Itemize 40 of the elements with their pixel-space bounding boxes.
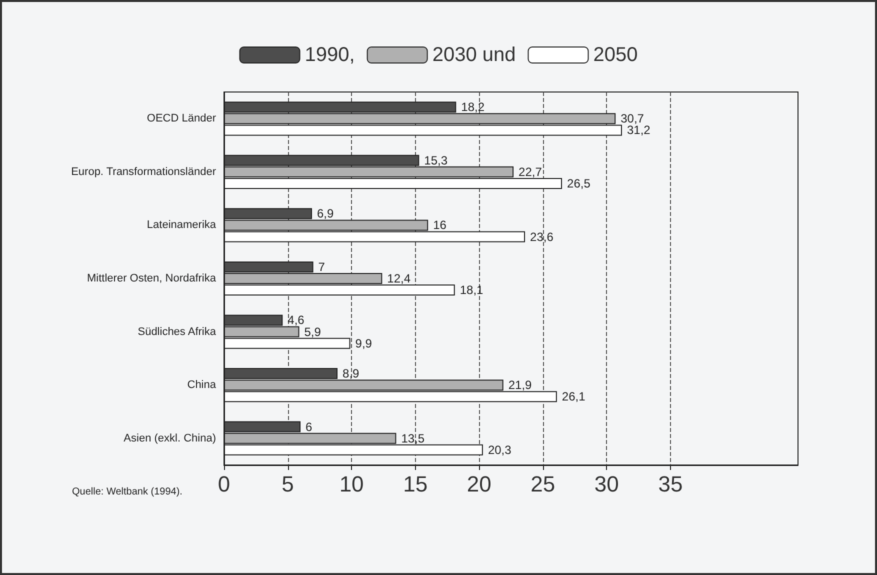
data-label: 31,2 (626, 123, 651, 138)
x-tick-label: 15 (403, 472, 428, 496)
x-tick-label: 10 (339, 472, 364, 496)
source-note: Quelle: Weltbank (1994). (72, 486, 182, 498)
x-tick-label: 20 (466, 472, 492, 496)
data-label: 18,1 (460, 283, 484, 298)
data-label: 21,9 (508, 378, 532, 392)
legend-label: 1990, (304, 44, 355, 66)
x-tick-label: 5 (282, 472, 294, 496)
data-label: 22,7 (518, 164, 542, 179)
data-label: 30,7 (620, 112, 644, 126)
data-label: 6,9 (317, 206, 334, 221)
data-label: 20,3 (488, 442, 512, 457)
data-label: 13,5 (401, 431, 425, 446)
data-label: 12,4 (387, 272, 411, 286)
data-label: 18,2 (461, 100, 485, 114)
data-label: 6 (306, 420, 313, 434)
data-label: 26,5 (567, 176, 591, 190)
y-tick-label: Asien (exkl. China) (124, 432, 216, 444)
legend-label: 2030 und (432, 44, 516, 66)
x-tick-label: 25 (530, 472, 556, 496)
y-tick-label: China (187, 379, 217, 392)
data-label: 5,9 (304, 324, 322, 339)
x-tick-label: 35 (658, 472, 683, 496)
x-tick-label: 0 (218, 472, 230, 496)
y-tick-label: Mittlerer Osten, Nordafrika (87, 272, 217, 284)
y-tick-label: Südliches Afrika (138, 326, 217, 338)
data-label: 26,1 (562, 390, 586, 404)
data-label: 9,9 (355, 336, 372, 350)
data-label: 15,3 (424, 153, 448, 168)
x-tick-label: 30 (594, 472, 619, 496)
y-tick-label: Lateinamerika (146, 219, 217, 232)
legend-label: 2050 (593, 44, 638, 66)
y-tick-label: OECD Länder (146, 112, 216, 125)
y-tick-label: Europ. Transformationsländer (71, 166, 216, 178)
data-label: 8,9 (342, 366, 360, 381)
data-label: 7 (318, 260, 326, 274)
data-label: 4,6 (288, 313, 305, 328)
data-label: 23,6 (530, 230, 554, 244)
data-label: 16 (433, 218, 447, 232)
